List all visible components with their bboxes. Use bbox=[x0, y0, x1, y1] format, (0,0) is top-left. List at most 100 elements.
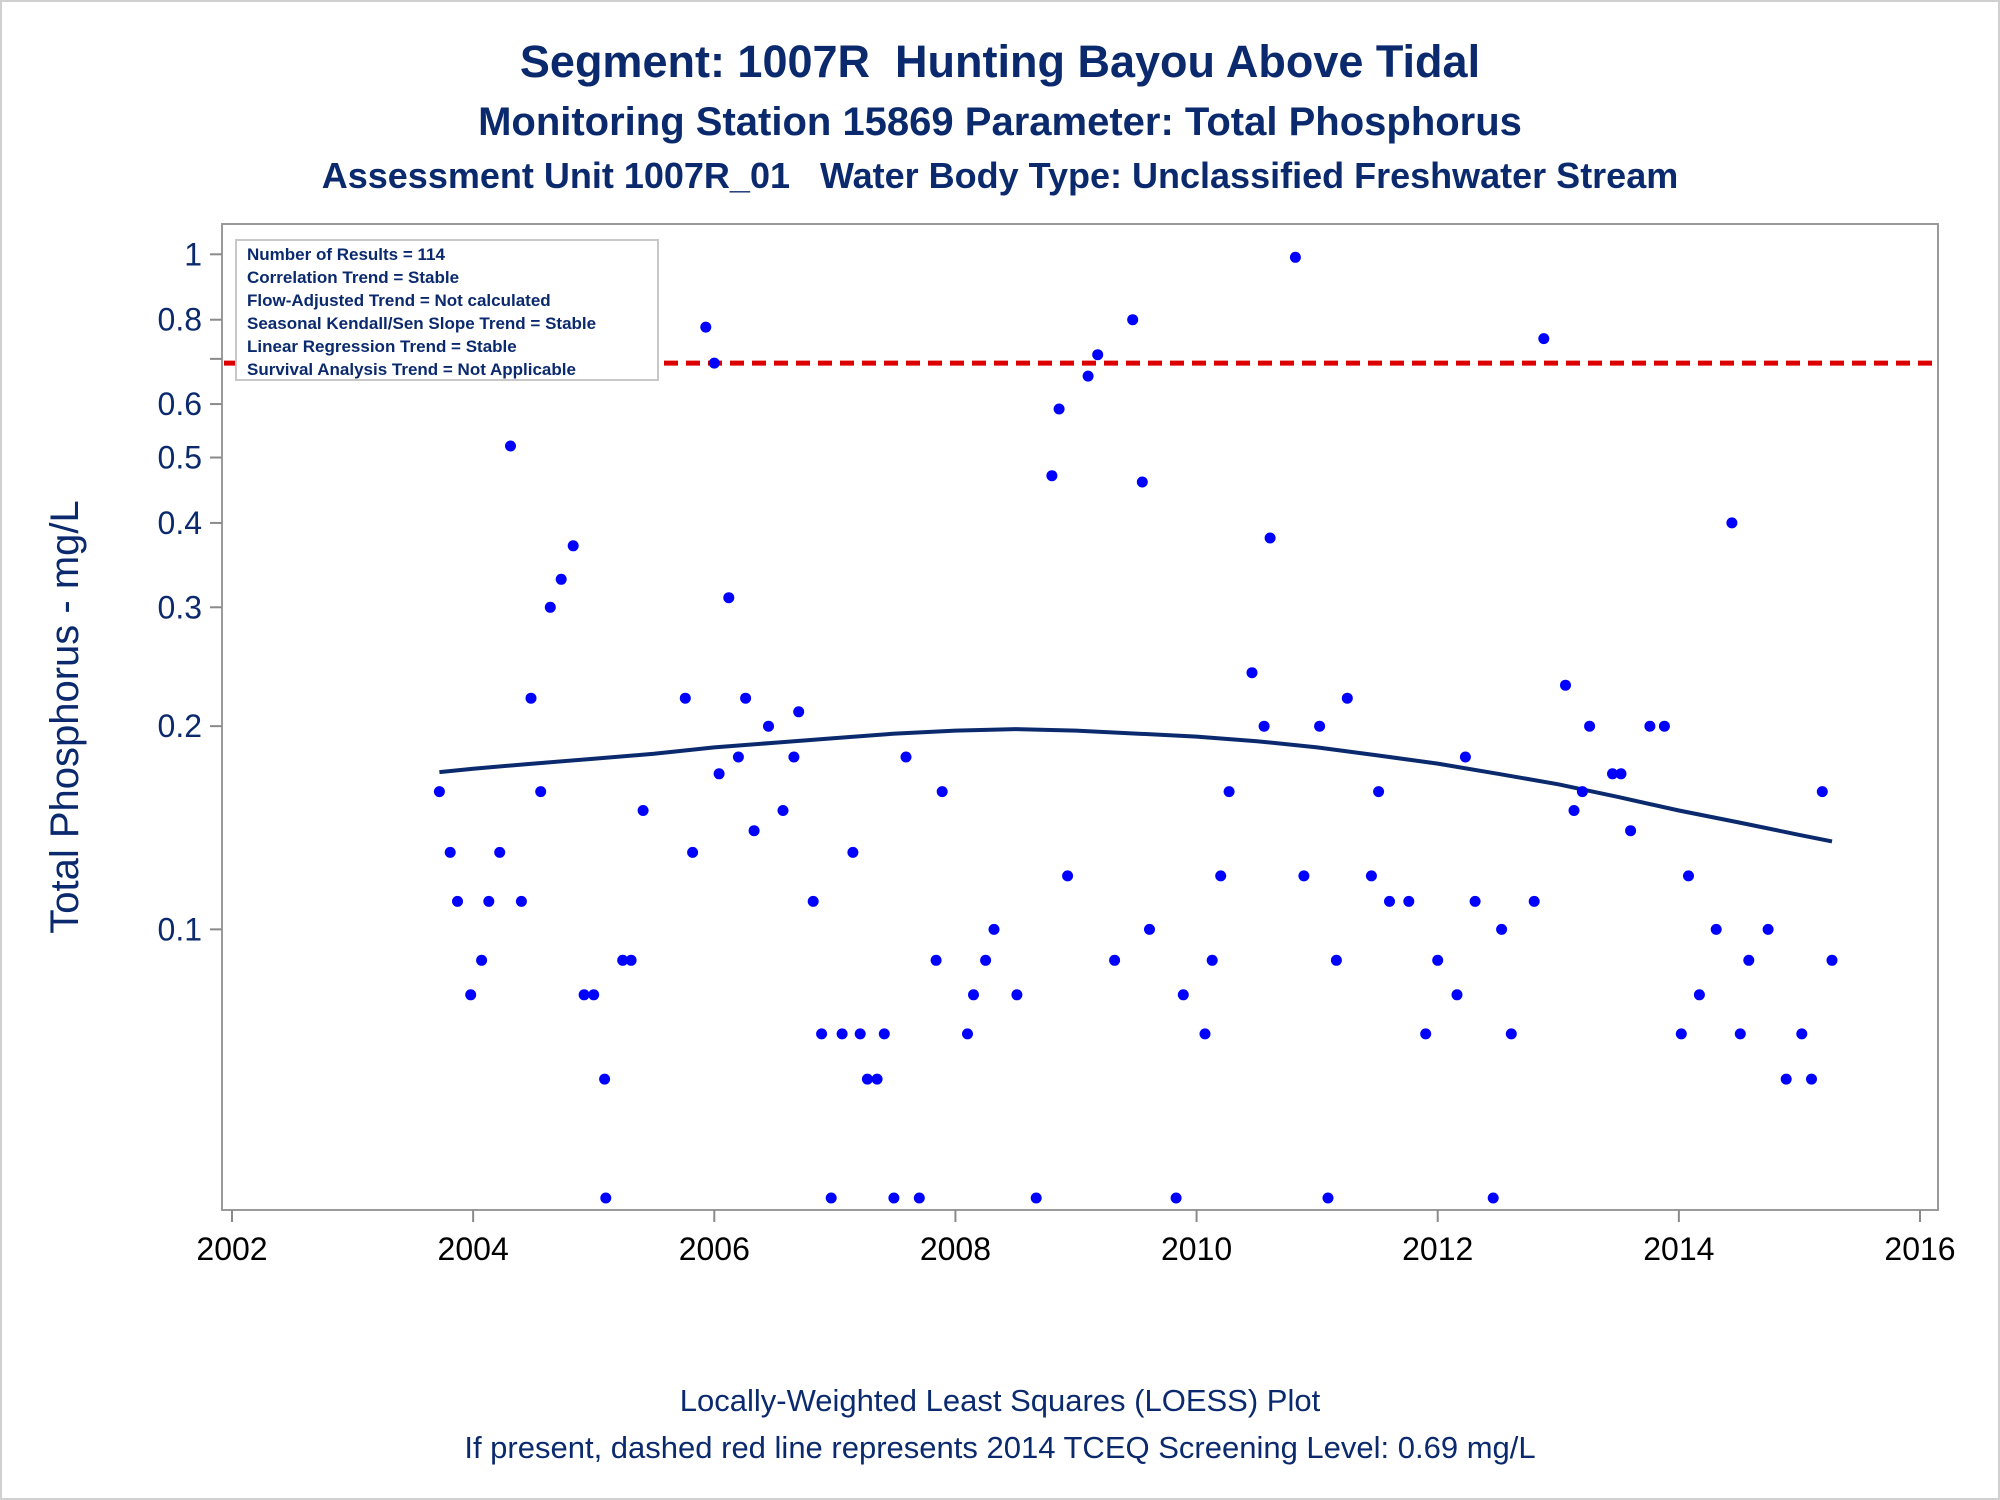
x-tick-label: 2014 bbox=[1643, 1231, 1714, 1267]
data-point bbox=[476, 954, 488, 966]
data-point bbox=[1223, 786, 1235, 798]
x-tick-label: 2010 bbox=[1161, 1231, 1232, 1267]
data-point bbox=[483, 895, 495, 907]
stats-box: Number of Results = 114 Correlation Trend… bbox=[235, 239, 659, 381]
data-point bbox=[723, 592, 735, 604]
y-axis: 0.1 0.2 0.3 0.4 0.5 0.6 0.8 1 bbox=[158, 236, 222, 947]
data-point bbox=[637, 805, 649, 816]
data-point bbox=[988, 923, 1000, 935]
stats-line: Survival Analysis Trend = Not Applicable bbox=[247, 360, 576, 379]
data-point bbox=[1365, 870, 1377, 882]
x-axis: 2002 2004 2006 2008 2010 2012 2014 2016 bbox=[196, 1210, 1956, 1267]
data-point bbox=[1469, 895, 1481, 907]
data-point bbox=[1298, 870, 1310, 882]
data-point bbox=[1625, 825, 1637, 837]
data-point bbox=[1030, 1192, 1042, 1204]
y-tick-label: 0.4 bbox=[158, 505, 202, 541]
data-point bbox=[708, 357, 720, 369]
data-point bbox=[567, 540, 579, 552]
stats-box-border bbox=[235, 239, 659, 381]
y-tick-label: 0.1 bbox=[158, 911, 202, 947]
data-point bbox=[1644, 720, 1656, 732]
data-point bbox=[871, 1073, 883, 1085]
data-point bbox=[1109, 954, 1121, 966]
data-point bbox=[836, 1028, 848, 1040]
y-tick-label: 0.8 bbox=[158, 302, 202, 338]
data-point bbox=[1322, 1192, 1334, 1204]
data-point bbox=[1246, 667, 1258, 679]
data-point bbox=[625, 954, 637, 966]
data-point bbox=[763, 720, 774, 732]
data-point bbox=[1314, 720, 1326, 732]
data-point bbox=[444, 846, 456, 858]
data-point bbox=[505, 440, 516, 452]
data-point bbox=[888, 1192, 900, 1204]
data-point bbox=[617, 954, 629, 966]
data-point bbox=[1487, 1192, 1499, 1204]
data-point bbox=[1796, 1028, 1808, 1040]
data-point bbox=[980, 954, 992, 966]
data-point bbox=[544, 601, 556, 613]
data-point bbox=[825, 1192, 837, 1204]
data-point bbox=[861, 1073, 873, 1085]
data-point bbox=[1693, 989, 1705, 1001]
data-point bbox=[1206, 954, 1218, 966]
data-point bbox=[555, 573, 567, 585]
data-point bbox=[452, 895, 463, 907]
data-point bbox=[433, 786, 445, 798]
data-point bbox=[968, 989, 979, 1001]
data-point bbox=[1459, 751, 1471, 763]
data-point bbox=[687, 846, 699, 858]
data-point bbox=[1538, 333, 1550, 345]
data-point bbox=[793, 706, 805, 718]
y-tick-label: 1 bbox=[184, 236, 202, 272]
data-point bbox=[1726, 517, 1738, 529]
x-tick-label: 2004 bbox=[438, 1231, 509, 1267]
data-point bbox=[1136, 476, 1148, 488]
data-point bbox=[515, 895, 527, 907]
data-point bbox=[748, 825, 760, 837]
data-point bbox=[847, 846, 859, 858]
data-point bbox=[1451, 989, 1463, 1001]
data-point bbox=[1092, 349, 1104, 361]
data-point bbox=[700, 321, 712, 333]
data-point bbox=[1082, 370, 1094, 382]
data-point bbox=[1683, 870, 1694, 882]
data-point bbox=[878, 1028, 890, 1040]
data-point bbox=[1341, 692, 1353, 704]
data-point bbox=[1127, 314, 1139, 326]
data-point bbox=[1199, 1028, 1211, 1040]
y-tick-label: 0.3 bbox=[158, 589, 202, 625]
data-point bbox=[1496, 923, 1508, 935]
data-point bbox=[1170, 1192, 1182, 1204]
y-tick-label: 0.6 bbox=[158, 386, 202, 422]
y-tick-label: 0.5 bbox=[158, 440, 202, 476]
data-point bbox=[1826, 954, 1838, 966]
data-point bbox=[900, 751, 912, 763]
data-point bbox=[1710, 923, 1722, 935]
data-point bbox=[494, 846, 506, 858]
footnote-screening: If present, dashed red line represents 2… bbox=[464, 1430, 1536, 1465]
x-tick-label: 2012 bbox=[1402, 1231, 1473, 1267]
plot-area bbox=[221, 223, 1939, 1211]
data-point bbox=[1560, 679, 1571, 691]
footnote-loess: Locally-Weighted Least Squares (LOESS) P… bbox=[679, 1383, 1321, 1418]
data-point bbox=[1264, 532, 1276, 544]
data-point bbox=[1528, 895, 1540, 907]
y-tick-label: 0.2 bbox=[158, 708, 202, 744]
data-point bbox=[1215, 870, 1227, 882]
data-point bbox=[1762, 923, 1774, 935]
loess-curve bbox=[439, 727, 1833, 844]
data-point bbox=[777, 805, 789, 816]
data-point bbox=[713, 768, 725, 780]
x-tick-label: 2016 bbox=[1884, 1231, 1955, 1267]
stats-line: Seasonal Kendall/Sen Slope Trend = Stabl… bbox=[247, 314, 596, 333]
data-point bbox=[1584, 720, 1596, 732]
chart-title: Segment: 1007R Hunting Bayou Above Tidal bbox=[519, 36, 1481, 87]
data-point bbox=[1806, 1073, 1817, 1085]
data-point bbox=[1403, 895, 1415, 907]
stats-line: Correlation Trend = Stable bbox=[247, 268, 459, 287]
data-point bbox=[913, 1192, 925, 1204]
data-point bbox=[465, 989, 477, 1001]
